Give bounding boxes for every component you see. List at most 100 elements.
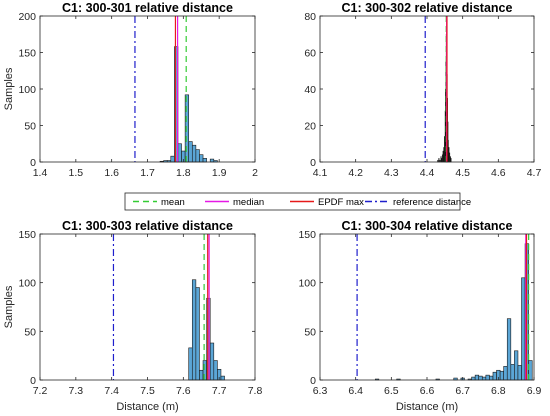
x-tick-label: 7.5: [140, 385, 155, 397]
x-tick-label: 7.2: [33, 385, 48, 397]
x-tick-label: 4.1: [313, 167, 328, 179]
histogram-bar: [188, 141, 193, 163]
legend-label-median: median: [233, 197, 264, 208]
histogram-bar: [471, 376, 476, 381]
subplot-title: C1: 300-303 relative distance: [62, 219, 233, 233]
subplot-title: C1: 300-302 relative distance: [342, 1, 513, 15]
x-tick-label: 7.8: [248, 385, 263, 397]
x-tick-label: 4.4: [420, 167, 435, 179]
axes-background: [40, 234, 255, 380]
x-tick-label: 4.7: [527, 167, 542, 179]
x-tick-label: 1.4: [33, 167, 48, 179]
histogram-bar: [177, 143, 182, 163]
histogram-bar: [450, 158, 452, 163]
histogram-bar: [503, 366, 508, 381]
y-tick-label: 100: [18, 278, 36, 290]
histogram-bar: [517, 365, 522, 381]
x-tick-label: 4.2: [348, 167, 363, 179]
legend: mean median EPDF max reference distance: [124, 192, 471, 211]
axes-background: [320, 234, 534, 380]
histogram-bar: [447, 139, 449, 163]
histogram-bar: [449, 152, 451, 163]
histogram-bar: [440, 156, 442, 163]
x-tick-label: 7.4: [104, 385, 119, 397]
x-axis-label: Distance (m): [116, 401, 178, 413]
subplot-title: C1: 300-301 relative distance: [62, 1, 233, 15]
x-tick-label: 6.7: [455, 385, 470, 397]
histogram-bar: [442, 150, 444, 163]
axes-background: [320, 16, 534, 162]
histogram-bar: [199, 369, 204, 381]
histogram-bar: [441, 154, 443, 163]
histogram-bar: [209, 342, 215, 381]
subplot-1: C1: 300-301 relative distance 1.4 1.5 1.6 1.…: [3, 1, 258, 179]
y-tick-label: 0: [30, 157, 36, 169]
y-tick-label: 150: [298, 229, 316, 241]
x-tick-label: 7.7: [212, 385, 227, 397]
x-tick-label: 4.5: [455, 167, 470, 179]
x-tick-label: 6.8: [491, 385, 506, 397]
histogram-bar: [521, 277, 526, 381]
histogram-bar: [170, 155, 175, 163]
legend-label-mean: mean: [161, 197, 185, 208]
x-tick-label: 1.9: [212, 167, 227, 179]
x-axis-label: Distance (m): [396, 401, 458, 413]
y-tick-label: 150: [18, 48, 36, 60]
histogram-bar: [510, 364, 515, 381]
histogram-bar: [220, 375, 225, 381]
x-tick-label: 1.8: [176, 167, 191, 179]
x-tick-label: 4.3: [384, 167, 399, 179]
y-tick-label: 200: [18, 11, 36, 23]
histogram-bar: [195, 149, 200, 163]
x-tick-label: 7.6: [176, 385, 191, 397]
axes-background: [40, 16, 255, 162]
y-tick-label: 20: [304, 121, 316, 133]
histogram-bar: [474, 374, 480, 381]
x-tick-label: 6.4: [348, 385, 363, 397]
y-tick-label: 100: [298, 278, 316, 290]
y-tick-label: 60: [304, 48, 316, 60]
x-tick-label: 2: [252, 167, 258, 179]
histogram-bar: [191, 279, 197, 381]
y-tick-label: 100: [18, 84, 36, 96]
y-tick-label: 40: [304, 84, 316, 96]
subplot-title: C1: 300-304 relative distance: [342, 219, 513, 233]
x-tick-label: 7.3: [69, 385, 84, 397]
x-tick-label: 6.9: [527, 385, 542, 397]
y-tick-label: 150: [18, 229, 36, 241]
histogram-bar: [506, 318, 512, 381]
histogram-bar: [485, 374, 490, 381]
x-tick-label: 4.6: [491, 167, 506, 179]
histogram-bar: [441, 158, 443, 163]
x-tick-label: 1.7: [140, 167, 155, 179]
histogram-bar: [481, 376, 487, 381]
x-tick-label: 1.5: [69, 167, 84, 179]
histogram-bar: [514, 350, 519, 381]
subplot-4: C1: 300-304 relative distance 6.3 6.4 6.5 6.…: [298, 219, 541, 413]
histogram-bar: [448, 147, 450, 163]
histogram-bar: [492, 371, 497, 381]
y-tick-label: 50: [24, 121, 36, 133]
legend-label-reference: reference distance: [393, 197, 471, 208]
histogram-bar: [188, 347, 193, 381]
histogram-bar: [499, 370, 504, 381]
histogram-bar: [443, 147, 445, 163]
histogram-bar: [449, 156, 451, 163]
bars: [159, 46, 218, 163]
histogram-bar: [191, 144, 197, 163]
histogram-bar: [195, 287, 200, 381]
x-tick-label: 6.6: [420, 385, 435, 397]
x-tick-label: 6.5: [384, 385, 399, 397]
x-tick-label: 1.6: [104, 167, 119, 179]
histogram-bar: [489, 375, 494, 381]
legend-label-epdf_max: EPDF max: [318, 197, 364, 208]
histogram-bar: [199, 154, 204, 163]
histogram-bar: [478, 375, 483, 381]
subplot-3: C1: 300-303 relative distance 7.2 7.3 7.4 7.…: [3, 219, 262, 413]
bars: [188, 279, 225, 381]
y-axis-label: Samples: [3, 67, 15, 110]
y-tick-label: 0: [310, 157, 316, 169]
y-tick-label: 0: [310, 375, 316, 387]
histogram-bar: [438, 158, 440, 163]
